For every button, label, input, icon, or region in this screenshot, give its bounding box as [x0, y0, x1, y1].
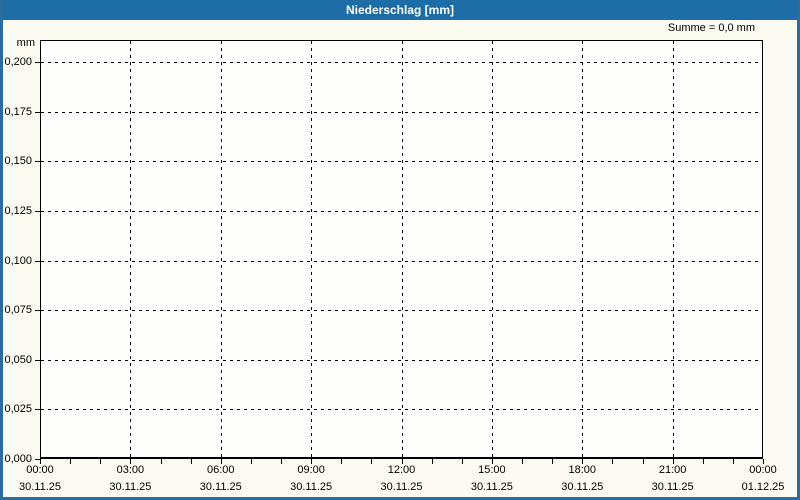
time-tick-label: 21:00 — [658, 464, 687, 476]
v-gridline — [220, 41, 222, 459]
y-tick-label: 0,000 — [4, 453, 32, 465]
x-tick-mark — [732, 459, 734, 464]
date-tick-label: 30.11.25 — [109, 481, 152, 493]
v-gridline — [491, 41, 493, 459]
x-tick-mark — [190, 459, 192, 464]
x-tick-mark — [250, 459, 252, 464]
x-tick-mark — [552, 459, 554, 464]
y-tick-mark — [35, 409, 40, 411]
x-tick-mark — [763, 459, 764, 464]
time-tick-label: 03:00 — [116, 464, 145, 476]
date-tick-label: 30.11.25 — [380, 481, 423, 493]
y-tick-mark — [35, 111, 40, 113]
v-gridline — [311, 41, 313, 459]
y-tick-mark — [35, 459, 40, 460]
v-gridline — [582, 41, 584, 459]
date-tick-label: 30.11.25 — [470, 481, 513, 493]
y-tick-mark — [35, 310, 40, 312]
y-tick-mark — [35, 161, 40, 163]
x-tick-mark — [371, 459, 373, 464]
x-tick-mark — [220, 459, 222, 464]
x-tick-mark — [431, 459, 433, 464]
x-tick-mark — [401, 459, 403, 464]
y-tick-mark — [35, 62, 40, 63]
x-tick-mark — [130, 459, 132, 464]
time-tick-label: 15:00 — [478, 464, 506, 476]
x-tick-mark — [582, 459, 584, 464]
x-tick-mark — [160, 459, 162, 464]
time-tick-label: 00:00 — [26, 464, 54, 476]
sum-label: Summe = 0,0 mm — [667, 22, 755, 34]
x-tick-mark — [461, 459, 463, 464]
window-title-bar: Niederschlag [mm] — [3, 0, 797, 20]
x-tick-mark — [341, 459, 343, 464]
y-tick-mark — [35, 260, 40, 262]
x-tick-mark — [281, 459, 282, 464]
v-gridline — [130, 41, 132, 459]
v-gridline — [672, 41, 674, 459]
date-tick-label: 30.11.25 — [290, 481, 333, 493]
x-tick-mark — [70, 459, 72, 464]
x-tick-mark — [522, 459, 523, 464]
x-tick-mark — [642, 459, 644, 464]
x-tick-mark — [311, 459, 313, 464]
y-tick-label: 0,150 — [4, 155, 32, 168]
y-axis-unit-label: mm — [16, 37, 35, 49]
x-tick-mark — [702, 459, 704, 464]
y-tick-label: 0,200 — [4, 56, 32, 68]
time-tick-label: 06:00 — [206, 464, 235, 476]
x-tick-mark — [40, 459, 41, 464]
y-tick-mark — [35, 210, 40, 212]
x-tick-mark — [672, 459, 674, 464]
x-tick-mark — [491, 459, 493, 464]
date-tick-label: 01.12.25 — [741, 481, 785, 493]
date-tick-label: 30.11.25 — [199, 481, 242, 493]
x-tick-mark — [612, 459, 614, 464]
y-tick-label: 0,125 — [4, 204, 32, 217]
y-tick-label: 0,075 — [4, 304, 32, 317]
chart-title: Niederschlag [mm] — [345, 3, 455, 17]
time-tick-label: 09:00 — [297, 464, 325, 476]
y-tick-label: 0,050 — [4, 353, 32, 366]
y-tick-label: 0,175 — [4, 105, 32, 118]
time-tick-label: 18:00 — [568, 464, 597, 476]
y-tick-mark — [35, 359, 40, 361]
v-gridline — [401, 41, 403, 459]
time-tick-label: 12:00 — [387, 464, 416, 476]
date-tick-label: 30.11.25 — [651, 481, 694, 493]
y-tick-label: 0,025 — [4, 403, 32, 416]
time-tick-label: 00:00 — [749, 464, 777, 476]
date-tick-label: 30.11.25 — [18, 481, 61, 493]
x-tick-mark — [100, 459, 102, 464]
date-tick-label: 30.11.25 — [561, 481, 604, 493]
y-tick-label: 0,100 — [4, 254, 32, 267]
